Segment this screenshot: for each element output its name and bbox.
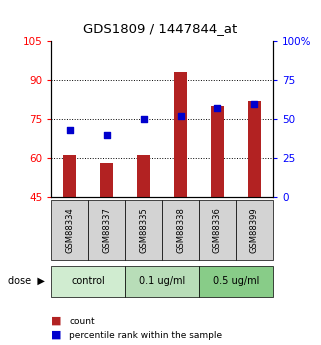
Bar: [88, 200, 125, 260]
Bar: [125, 200, 162, 260]
Text: dose  ▶: dose ▶: [8, 276, 45, 286]
Text: GSM88337: GSM88337: [102, 207, 111, 253]
Point: [104, 132, 109, 137]
Bar: [248, 101, 261, 197]
Text: 0.1 ug/ml: 0.1 ug/ml: [139, 276, 185, 286]
Bar: [199, 266, 273, 297]
Point: [67, 127, 72, 132]
Text: ■: ■: [51, 330, 62, 340]
Text: GSM88335: GSM88335: [139, 207, 148, 253]
Text: GDS1809 / 1447844_at: GDS1809 / 1447844_at: [83, 22, 238, 36]
Text: 0.5 ug/ml: 0.5 ug/ml: [213, 276, 259, 286]
Bar: [51, 266, 125, 297]
Text: GSM88338: GSM88338: [176, 207, 185, 253]
Text: percentile rank within the sample: percentile rank within the sample: [69, 331, 222, 340]
Bar: [199, 200, 236, 260]
Point: [141, 116, 146, 122]
Bar: [236, 200, 273, 260]
Bar: [100, 163, 113, 197]
Text: control: control: [71, 276, 105, 286]
Text: GSM88334: GSM88334: [65, 207, 74, 253]
Text: count: count: [69, 317, 95, 326]
Bar: [174, 72, 187, 197]
Bar: [51, 200, 88, 260]
Text: ■: ■: [51, 316, 62, 326]
Text: GSM88399: GSM88399: [250, 207, 259, 253]
Bar: [137, 155, 150, 197]
Text: GSM88336: GSM88336: [213, 207, 222, 253]
Bar: [162, 200, 199, 260]
Bar: [63, 155, 76, 197]
Bar: [211, 106, 224, 197]
Point: [178, 113, 183, 119]
Bar: [125, 266, 199, 297]
Point: [215, 106, 220, 111]
Point: [252, 101, 257, 106]
